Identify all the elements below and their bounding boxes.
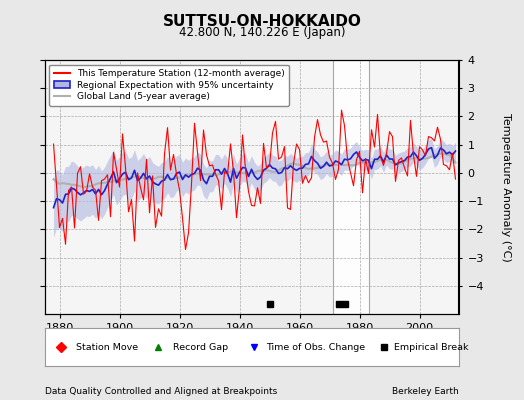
Text: Data Quality Controlled and Aligned at Breakpoints: Data Quality Controlled and Aligned at B…: [45, 387, 277, 396]
Text: Berkeley Earth: Berkeley Earth: [392, 387, 458, 396]
Text: Record Gap: Record Gap: [173, 342, 228, 352]
Text: SUTTSU-ON-HOKKAIDO: SUTTSU-ON-HOKKAIDO: [162, 14, 362, 29]
Text: Station Move: Station Move: [75, 342, 138, 352]
Bar: [333, 60, 368, 314]
Y-axis label: Temperature Anomaly (°C): Temperature Anomaly (°C): [501, 113, 511, 261]
Text: Time of Obs. Change: Time of Obs. Change: [266, 342, 365, 352]
Legend: This Temperature Station (12-month average), Regional Expectation with 95% uncer: This Temperature Station (12-month avera…: [49, 64, 289, 106]
Text: Empirical Break: Empirical Break: [395, 342, 469, 352]
Text: 42.800 N, 140.226 E (Japan): 42.800 N, 140.226 E (Japan): [179, 26, 345, 39]
